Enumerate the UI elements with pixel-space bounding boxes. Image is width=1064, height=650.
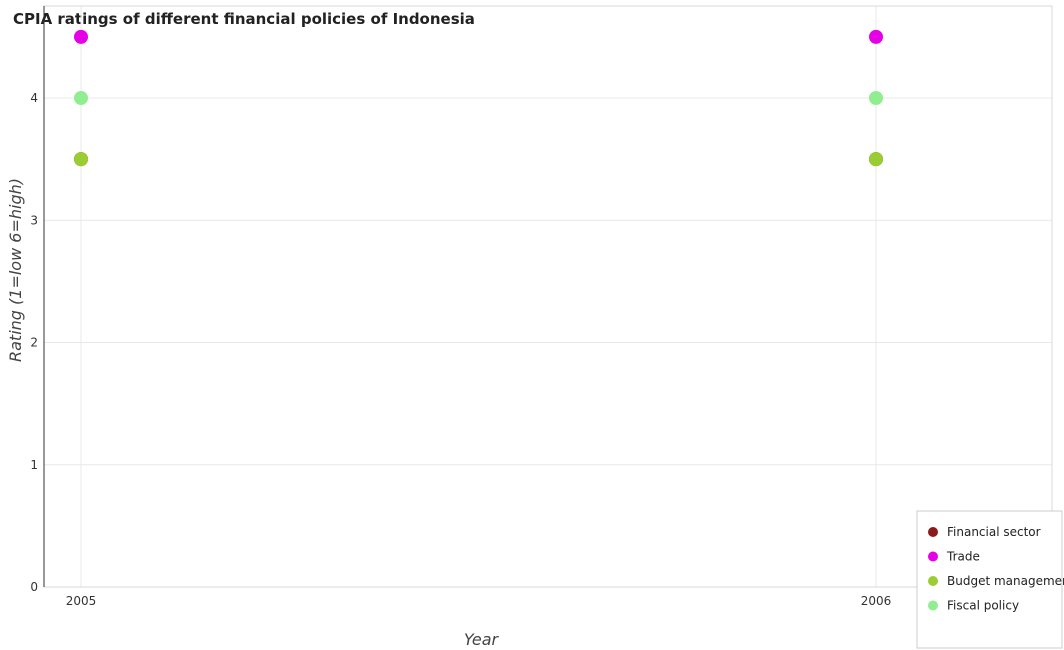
axes: 0 1 2 3 4 2005 2006 xyxy=(30,6,891,608)
legend-label: Fiscal policy xyxy=(947,599,1019,613)
y-tick-label: 0 xyxy=(30,580,38,594)
data-points xyxy=(74,29,883,167)
y-tick-label: 4 xyxy=(30,91,38,105)
y-axis-label: Rating (1=low 6=high) xyxy=(6,178,25,362)
y-tick-label: 2 xyxy=(30,336,38,350)
legend-box xyxy=(916,510,1063,649)
legend-label: Financial sector xyxy=(947,525,1041,539)
x-tick-label: 2005 xyxy=(66,594,97,608)
legend-marker xyxy=(928,527,938,537)
point-budget-management xyxy=(869,152,883,167)
legend-label: Budget management xyxy=(947,574,1064,588)
point-trade xyxy=(869,29,883,44)
legend: Financial sector Trade Budget management Fi… xyxy=(916,510,1064,649)
chart-title: CPIA ratings of different financial poli… xyxy=(13,10,475,28)
y-tick-label: 3 xyxy=(30,213,38,227)
legend-label: Trade xyxy=(946,550,980,564)
grid xyxy=(43,5,1053,588)
legend-marker xyxy=(928,551,938,562)
point-budget-management xyxy=(74,152,88,167)
x-tick-label: 2006 xyxy=(861,594,892,608)
y-tick-label: 1 xyxy=(30,458,38,472)
x-axis-label: Year xyxy=(464,630,500,649)
legend-marker xyxy=(928,576,938,586)
point-fiscal-policy xyxy=(74,91,88,105)
point-fiscal-policy xyxy=(869,91,883,105)
plot-area xyxy=(43,5,1053,588)
legend-marker xyxy=(928,600,938,611)
point-trade xyxy=(74,29,88,44)
